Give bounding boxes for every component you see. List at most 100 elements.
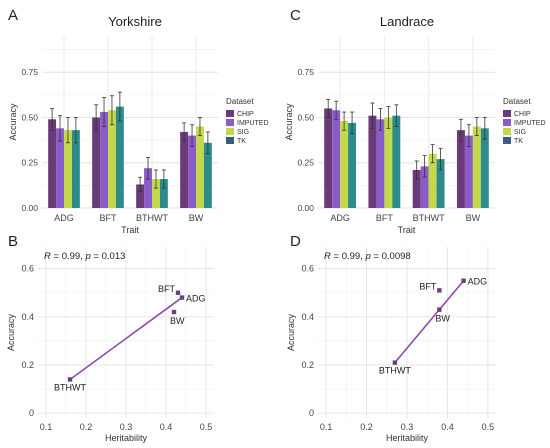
- x-tick-label: ADG: [330, 213, 350, 223]
- bar-chip-adg: [48, 119, 57, 208]
- point-bw: [171, 309, 177, 315]
- x-tick-label: 0.4: [441, 422, 454, 432]
- y-tick-label: 0.75: [297, 67, 314, 77]
- point-label-bthwt: BTHWT: [54, 382, 86, 392]
- x-tick-label: 0.2: [360, 422, 373, 432]
- x-tick-label: BTHWT: [413, 213, 445, 223]
- point-label-bthwt: BTHWT: [379, 366, 411, 376]
- y-tick-label: 0.50: [297, 112, 314, 122]
- x-axis-label: Heritability: [105, 433, 148, 443]
- bar-chip-bw: [456, 130, 465, 208]
- legend-title: Dataset: [226, 97, 254, 106]
- x-tick-label: 0.1: [40, 422, 53, 432]
- annotation-r-symbol: R: [44, 251, 51, 262]
- bar-tk-bthwt: [159, 179, 168, 208]
- y-tick-label: 0.50: [21, 112, 38, 122]
- point-label-bft: BFT: [419, 281, 437, 291]
- point-bthwt: [392, 360, 398, 365]
- panel-title-landrace: Landrace: [380, 14, 434, 29]
- bar-sig-bft: [384, 117, 393, 208]
- bar-sig-adg: [340, 121, 349, 208]
- legend-title: Dataset: [503, 97, 531, 106]
- bar-chart-yorkshire: 0.00 0.25 0.50 0.75 ADG BFT BTHWT BW Trait Accura…: [8, 36, 218, 235]
- point-label-bw: BW: [170, 316, 185, 326]
- y-tick-label: 0.25: [21, 158, 38, 168]
- correlation-annotation: R = 0.99, p = 0.0098: [324, 251, 411, 262]
- point-adg: [461, 278, 466, 283]
- annotation-r-value: = 0.99,: [331, 251, 366, 262]
- x-axis-label: Heritability: [386, 433, 429, 443]
- scatter-chart-yorkshire: 0.1 0.2 0.3 0.4 0.5 0 0.2 0.4 0.6 ADG BFT BW BTHWT R …: [6, 247, 214, 443]
- bar-imputed-bft: [100, 112, 108, 208]
- y-axis-label: Accuracy: [6, 313, 16, 351]
- annotation-r-symbol: R: [324, 251, 331, 262]
- legend-swatch-imputed: [226, 119, 234, 126]
- bar-chip-bthwt: [412, 169, 421, 208]
- x-tick-label: 0.4: [160, 422, 173, 432]
- bar-sig-bthwt: [152, 179, 160, 208]
- y-tick-label: 0.6: [301, 264, 314, 274]
- legend-swatch-tk: [226, 137, 234, 144]
- annotation-p-symbol: p: [84, 251, 90, 262]
- bar-sig-bw: [472, 126, 481, 208]
- legend-swatch-chip: [226, 110, 234, 117]
- y-tick-label: 0.2: [21, 360, 34, 370]
- legend-swatch-imputed: [503, 119, 511, 126]
- regression-line: [69, 296, 183, 381]
- panel-letter-b: B: [8, 233, 18, 250]
- bar-imputed-bw: [188, 135, 196, 208]
- regression-line: [394, 280, 465, 364]
- bar-chip-bthwt: [136, 184, 145, 208]
- point-label-adg: ADG: [186, 294, 206, 304]
- legend-label-tk: TK: [514, 138, 523, 145]
- bar-tk-bw: [480, 128, 489, 208]
- bar-tk-bft: [392, 115, 401, 208]
- x-tick-label: BFT: [376, 213, 394, 223]
- y-tick-label: 0: [29, 408, 34, 418]
- annotation-r-value: = 0.99,: [51, 251, 86, 262]
- x-tick-label: 0.5: [482, 422, 495, 432]
- bar-imputed-bw: [464, 135, 473, 208]
- bar-imputed-adg: [56, 128, 64, 208]
- x-tick-label: BFT: [100, 213, 118, 223]
- point-adg: [179, 295, 185, 300]
- legend-swatch-chip: [503, 110, 511, 117]
- y-tick-label: 0.2: [301, 360, 314, 370]
- point-label-bw: BW: [435, 314, 450, 324]
- bar-tk-bft: [115, 106, 124, 208]
- point-bw: [437, 307, 442, 312]
- x-tick-label: 0.5: [200, 422, 213, 432]
- legend-yorkshire: Dataset CHIP IMPUTED SIG TK: [226, 97, 269, 145]
- bar-imputed-bthwt: [144, 168, 152, 208]
- y-tick-label: 0.75: [21, 67, 38, 77]
- legend-label-imputed: IMPUTED: [237, 120, 269, 127]
- legend-label-tk: TK: [237, 138, 246, 145]
- annotation-p-symbol: p: [364, 251, 370, 262]
- bar-imputed-bft: [376, 119, 385, 208]
- bar-sig-bft: [108, 110, 116, 208]
- legend-swatch-sig: [226, 128, 234, 135]
- x-tick-label: ADG: [54, 213, 74, 223]
- legend-label-sig: SIG: [514, 129, 526, 136]
- bar-chip-bw: [180, 131, 189, 208]
- legend-landrace: Dataset CHIP IMPUTED SIG TK: [503, 97, 546, 145]
- y-tick-label: 0.00: [21, 203, 38, 213]
- x-tick-label: 0.1: [320, 422, 333, 432]
- y-tick-label: 0.00: [297, 203, 314, 213]
- bar-chart-landrace: 0.00 0.25 0.50 0.75 ADG BFT BTHWT BW Trait Accura…: [284, 36, 495, 235]
- panel-letter-c: C: [290, 7, 301, 24]
- annotation-p-value: = 0.013: [91, 251, 126, 262]
- y-tick-label: 0: [309, 408, 314, 418]
- legend-label-chip: CHIP: [237, 111, 254, 118]
- y-axis-label: Accuracy: [284, 103, 294, 141]
- y-tick-label: 0.4: [21, 312, 34, 322]
- x-tick-label: 0.2: [80, 422, 93, 432]
- y-tick-label: 0.25: [297, 158, 314, 168]
- legend-swatch-sig: [503, 128, 511, 135]
- x-axis-label: Trait: [121, 225, 139, 235]
- y-axis-label: Accuracy: [286, 313, 296, 351]
- bar-tk-bw: [203, 142, 212, 208]
- scatter-chart-landrace: 0.1 0.2 0.3 0.4 0.5 0 0.2 0.4 0.6 ADG BFT BW BTHWT R …: [286, 247, 496, 443]
- point-bft: [175, 290, 181, 295]
